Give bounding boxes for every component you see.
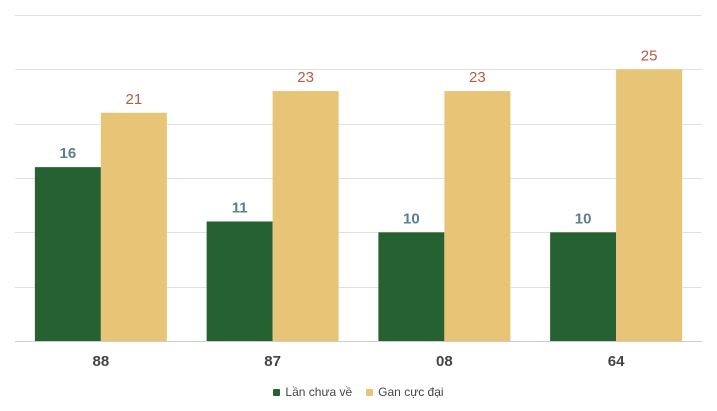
data-label: 23 bbox=[469, 69, 486, 86]
x-tick-label: 87 bbox=[264, 353, 281, 370]
x-tick-label: 88 bbox=[93, 353, 110, 370]
legend-item-series-0[interactable]: Lần chưa về bbox=[273, 385, 352, 399]
x-tick-label: 08 bbox=[436, 353, 453, 370]
legend: Lần chưa về Gan cực đại bbox=[0, 382, 717, 402]
data-label: 11 bbox=[232, 199, 248, 216]
legend-label: Gan cực đại bbox=[378, 385, 444, 399]
bar-series-1-88[interactable] bbox=[100, 112, 167, 341]
bar-series-0-88[interactable] bbox=[34, 167, 101, 341]
bar-series-1-08[interactable] bbox=[444, 91, 511, 341]
legend-item-series-1[interactable]: Gan cực đại bbox=[366, 385, 444, 399]
bar-chart: 16 21 11 23 10 23 10 25 88 87 08 64 bbox=[15, 15, 702, 370]
data-label: 10 bbox=[403, 210, 420, 227]
legend-label: Lần chưa về bbox=[285, 385, 353, 399]
bar-series-0-87[interactable] bbox=[206, 221, 273, 341]
data-label: 23 bbox=[297, 69, 314, 86]
legend-swatch bbox=[273, 388, 281, 396]
bar-series-1-64[interactable] bbox=[616, 69, 683, 341]
data-labels: 16 21 11 23 10 23 10 25 bbox=[60, 47, 658, 227]
x-tick-label: 64 bbox=[608, 353, 625, 370]
data-label: 25 bbox=[641, 47, 658, 64]
x-axis-ticks: 88 87 08 64 bbox=[93, 353, 626, 370]
bar-series-0-08[interactable] bbox=[378, 232, 445, 341]
bar-series-1-87[interactable] bbox=[272, 91, 339, 341]
bar-series-0-64[interactable] bbox=[550, 232, 617, 341]
legend-swatch bbox=[366, 388, 374, 396]
bars bbox=[34, 69, 683, 341]
data-label: 21 bbox=[126, 91, 143, 108]
data-label: 10 bbox=[575, 210, 592, 227]
data-label: 16 bbox=[60, 145, 77, 162]
